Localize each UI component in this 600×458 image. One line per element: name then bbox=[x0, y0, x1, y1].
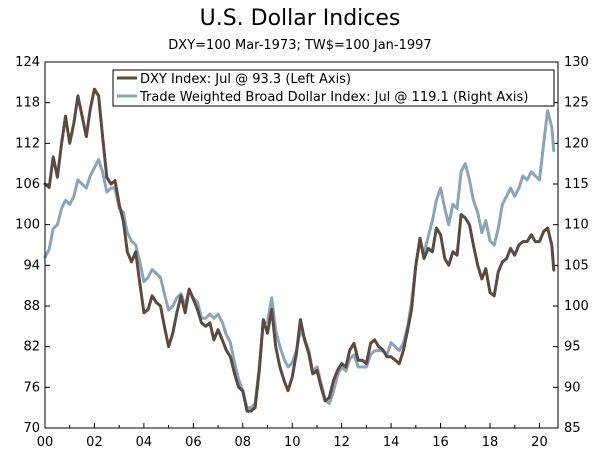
x-tick-label: 12 bbox=[333, 435, 350, 450]
right-tick-label: 125 bbox=[564, 96, 589, 111]
x-tick-label: 08 bbox=[235, 435, 252, 450]
left-tick-label: 112 bbox=[15, 136, 40, 151]
plot-frame bbox=[44, 61, 559, 429]
right-tick-label: 115 bbox=[564, 177, 589, 192]
left-tick-label: 106 bbox=[15, 177, 40, 192]
x-tick-label: 00 bbox=[37, 435, 54, 450]
x-axis: 00 02 04 06 08 10 12 14 16 18 20 bbox=[37, 423, 548, 450]
right-tick-label: 90 bbox=[564, 380, 581, 395]
x-tick-label: 14 bbox=[383, 435, 400, 450]
right-tick-label: 100 bbox=[564, 299, 589, 314]
right-tick-label: 110 bbox=[564, 218, 589, 233]
left-tick-label: 124 bbox=[15, 55, 40, 70]
right-tick-label: 105 bbox=[564, 258, 589, 273]
x-tick-label: 18 bbox=[482, 435, 499, 450]
series-layer bbox=[43, 87, 556, 413]
x-tick-label: 10 bbox=[284, 435, 301, 450]
left-tick-label: 100 bbox=[15, 218, 40, 233]
left-tick-label: 82 bbox=[23, 340, 40, 355]
left-tick-label: 70 bbox=[23, 421, 40, 436]
chart-title: U.S. Dollar Indices bbox=[199, 6, 401, 31]
right-tick-label: 85 bbox=[564, 421, 581, 436]
left-tick-label: 94 bbox=[23, 258, 40, 273]
left-tick-label: 118 bbox=[15, 96, 40, 111]
left-axis: 70 76 82 88 94 100 106 112 118 124 bbox=[15, 55, 50, 436]
x-tick-label: 04 bbox=[136, 435, 153, 450]
left-tick-label: 76 bbox=[23, 380, 40, 395]
x-tick-label: 20 bbox=[531, 435, 548, 450]
legend-label-dxy: DXY Index: Jul @ 93.3 (Left Axis) bbox=[140, 72, 351, 87]
legend-label-trade-weighted: Trade Weighted Broad Dollar Index: Jul @… bbox=[139, 90, 528, 105]
left-tick-label: 88 bbox=[23, 299, 40, 314]
right-axis: 85 90 95 100 105 110 115 120 125 130 bbox=[553, 55, 589, 436]
legend: DXY Index: Jul @ 93.3 (Left Axis) Trade … bbox=[112, 69, 555, 107]
series-line-dxy bbox=[43, 87, 556, 413]
legend-box bbox=[112, 69, 555, 107]
right-tick-label: 120 bbox=[564, 136, 589, 151]
x-tick-label: 16 bbox=[432, 435, 449, 450]
x-tick-label: 02 bbox=[86, 435, 103, 450]
right-tick-label: 95 bbox=[564, 340, 581, 355]
right-tick-label: 130 bbox=[564, 55, 589, 70]
x-tick-label: 06 bbox=[185, 435, 202, 450]
chart-subtitle: DXY=100 Mar-1973; TW$=100 Jan-1997 bbox=[168, 38, 432, 53]
